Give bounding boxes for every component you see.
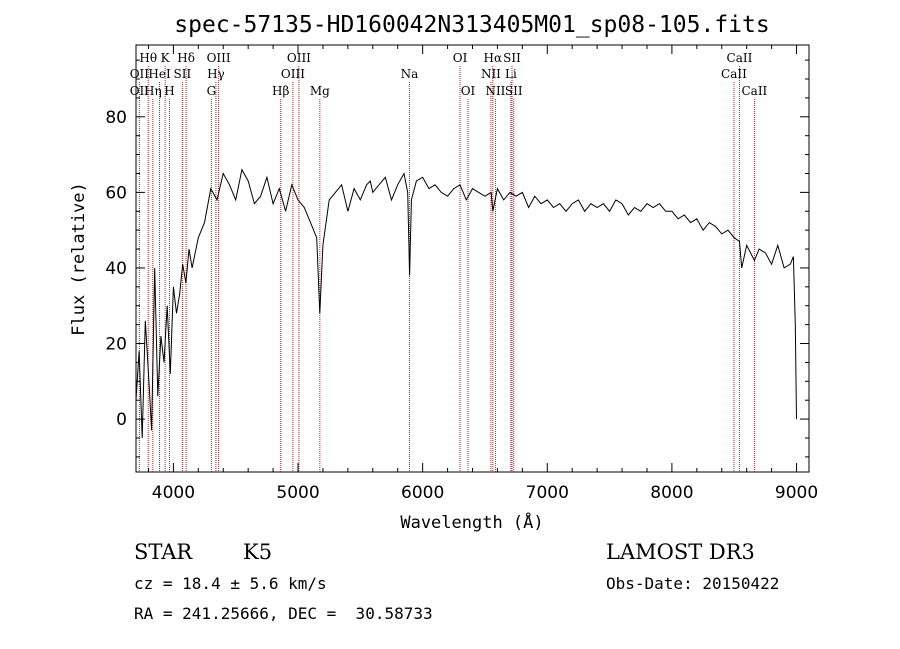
- marker-label: SII: [174, 67, 192, 81]
- survey-name: LAMOST DR3: [606, 540, 755, 564]
- y-tick-label: 60: [105, 183, 127, 203]
- x-axis-label: Wavelength (Å): [400, 511, 543, 533]
- marker-label: Mg: [310, 84, 330, 98]
- redshift-cz: cz = 18.4 ± 5.6 km/s: [134, 574, 327, 593]
- x-tick-label: 9000: [775, 483, 818, 503]
- marker-label: Hβ: [272, 84, 289, 98]
- marker-label: Hη: [144, 84, 162, 98]
- y-tick-label: 20: [105, 335, 127, 355]
- y-tick-label: 40: [105, 259, 127, 279]
- marker-label: NII: [485, 84, 505, 98]
- marker-label: Hδ: [177, 51, 195, 65]
- plot-frame: [135, 44, 810, 473]
- marker-label: CaII: [727, 51, 753, 65]
- spectral-subclass: K5: [243, 540, 273, 564]
- marker-label: Na: [401, 67, 419, 81]
- marker-label: NII: [481, 67, 501, 81]
- y-tick-label: 0: [116, 410, 127, 430]
- marker-label: G: [207, 84, 217, 98]
- marker-label: CaII: [721, 67, 747, 81]
- marker-label: Hγ: [207, 67, 225, 81]
- marker-label: OI: [461, 84, 476, 98]
- marker-label: OI: [453, 51, 468, 65]
- marker-lines-group: [138, 66, 755, 472]
- marker-label: OIII: [287, 51, 311, 65]
- observation-date: Obs-Date: 20150422: [606, 574, 780, 593]
- chart-title: spec-57135-HD160042N313405M01_sp08-105.f…: [174, 12, 769, 38]
- spectrum-line: [135, 168, 797, 439]
- marker-label: OIII: [281, 67, 305, 81]
- marker-label: Hα: [484, 51, 503, 65]
- marker-label: H: [164, 84, 174, 98]
- marker-label: OII: [130, 67, 150, 81]
- y-tick-label: 80: [105, 108, 127, 128]
- marker-label: Hθ: [139, 51, 157, 65]
- marker-label: SII: [505, 84, 523, 98]
- marker-label: SII: [503, 51, 521, 65]
- coordinates: RA = 241.25666, DEC = 30.58733: [134, 604, 433, 623]
- x-tick-label: 5000: [276, 483, 319, 503]
- marker-label: OII: [130, 84, 150, 98]
- marker-label: HeI: [148, 67, 171, 81]
- marker-label: OIII: [207, 51, 231, 65]
- x-axis-ticks: 4000 5000 6000 7000 8000 9000: [147, 45, 818, 503]
- x-tick-label: 4000: [152, 483, 195, 503]
- x-tick-label: 8000: [650, 483, 693, 503]
- y-axis-ticks: 0 20 40 60 80: [105, 59, 809, 458]
- marker-label: K: [161, 51, 171, 65]
- x-tick-label: 7000: [526, 483, 569, 503]
- marker-label: Li: [505, 67, 517, 81]
- y-axis-label: Flux (relative): [69, 182, 89, 336]
- marker-label: CaII: [741, 84, 767, 98]
- object-class: STAR: [134, 540, 193, 564]
- x-tick-label: 6000: [401, 483, 444, 503]
